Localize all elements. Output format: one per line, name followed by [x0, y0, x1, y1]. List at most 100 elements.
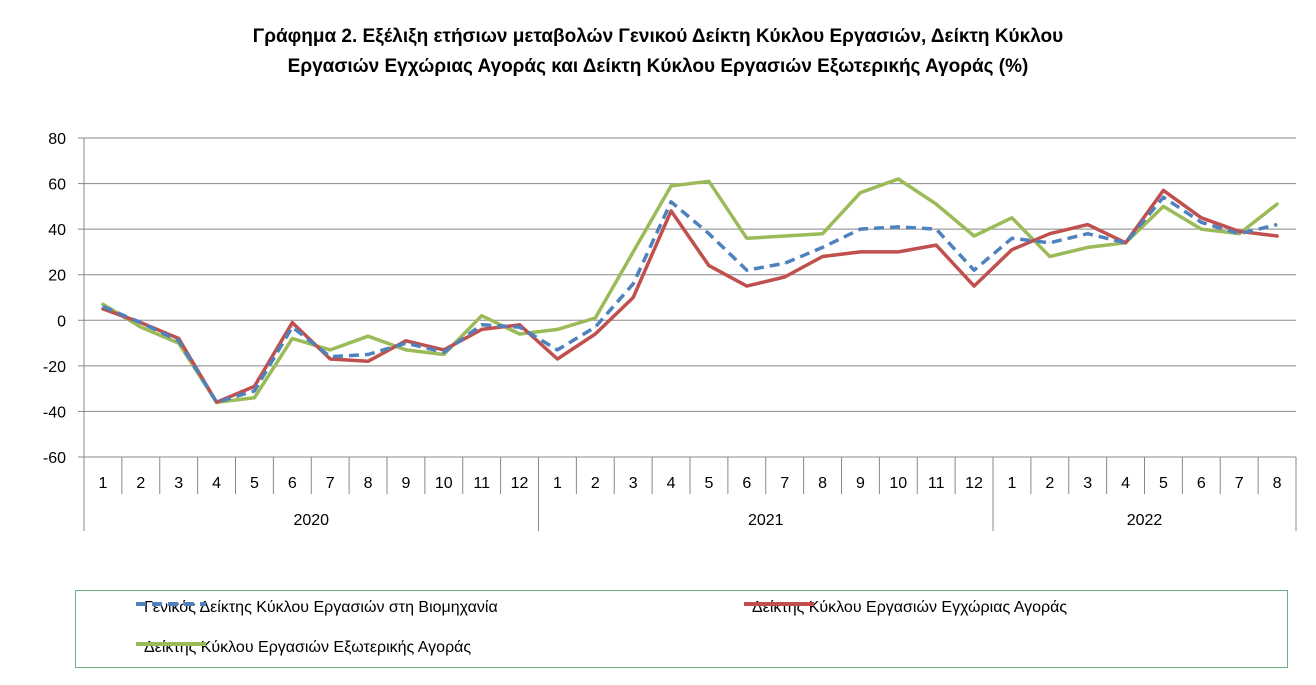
x-tick-label: 8 — [818, 475, 827, 492]
series-line-2 — [101, 177, 1279, 405]
data-point-s2 — [935, 203, 937, 205]
x-tick-label: 8 — [364, 475, 373, 492]
chart-title-line-2: Εργασιών Εγχώριας Αγοράς και Δείκτη Κύκλ… — [287, 56, 1029, 77]
x-tick-label: 9 — [856, 475, 865, 492]
y-tick-label: 0 — [57, 313, 66, 330]
x-tick-label: 3 — [629, 475, 638, 492]
data-point-s0 — [1238, 233, 1240, 235]
data-point-s0 — [859, 228, 861, 230]
data-point-s0 — [556, 349, 558, 351]
y-tick-label: -20 — [43, 359, 66, 376]
data-point-s2 — [708, 180, 710, 182]
legend-label-general: Γενικός Δείκτης Κύκλου Εργασιών στη Βιομ… — [144, 599, 498, 616]
data-point-s0 — [1200, 221, 1202, 223]
data-point-s1 — [784, 276, 786, 278]
x-tick-label: 5 — [704, 475, 713, 492]
data-point-s2 — [481, 315, 483, 317]
x-tick-label: 1 — [98, 475, 107, 492]
data-point-s0 — [367, 353, 369, 355]
data-point-s2 — [1276, 203, 1278, 205]
data-point-s2 — [253, 397, 255, 399]
data-point-s2 — [556, 328, 558, 330]
legend-item-general: Γενικός Δείκτης Κύκλου Εργασιών στη Βιομ… — [136, 599, 498, 617]
data-point-s2 — [1200, 228, 1202, 230]
data-point-s0 — [632, 283, 634, 285]
x-group-label: 2021 — [748, 512, 784, 529]
x-tick-label: 2 — [1045, 475, 1054, 492]
data-point-s1 — [708, 265, 710, 267]
data-point-s1 — [1276, 235, 1278, 237]
data-point-s1 — [897, 251, 899, 253]
data-point-s0 — [1087, 233, 1089, 235]
data-point-s1 — [822, 255, 824, 257]
data-point-s2 — [594, 317, 596, 319]
data-point-s2 — [519, 333, 521, 335]
data-point-s2 — [1162, 205, 1164, 207]
legend-swatch-external — [136, 642, 206, 646]
y-tick-label: -40 — [43, 404, 66, 421]
chart-title-line-1: Γράφημα 2. Εξέλιξη ετήσιων μεταβολών Γεν… — [252, 26, 1064, 47]
data-point-s2 — [291, 338, 293, 340]
x-tick-label: 10 — [889, 475, 907, 492]
data-point-s2 — [329, 349, 331, 351]
x-tick-label: 8 — [1273, 475, 1282, 492]
data-point-s0 — [178, 340, 180, 342]
data-point-s2 — [1011, 217, 1013, 219]
data-point-s0 — [1011, 237, 1013, 239]
x-tick-label: 3 — [174, 475, 183, 492]
data-point-s0 — [519, 326, 521, 328]
x-tick-label: 7 — [1235, 475, 1244, 492]
x-tick-label: 9 — [401, 475, 410, 492]
x-tick-label: 1 — [1007, 475, 1016, 492]
legend-swatch-general — [136, 602, 206, 606]
series-line-1 — [101, 188, 1279, 405]
data-point-s2 — [1087, 246, 1089, 248]
x-tick-label: 2 — [591, 475, 600, 492]
data-point-s0 — [822, 246, 824, 248]
x-group-label: 2022 — [1127, 512, 1163, 529]
data-point-s0 — [329, 356, 331, 358]
data-point-s2 — [443, 353, 445, 355]
y-tick-label: 60 — [48, 177, 66, 194]
data-point-s0 — [935, 228, 937, 230]
x-tick-label: 12 — [965, 475, 983, 492]
y-tick-label: 40 — [48, 222, 66, 239]
data-point-s1 — [670, 210, 672, 212]
data-point-s2 — [405, 349, 407, 351]
data-point-s0 — [102, 306, 104, 308]
x-tick-label: 6 — [288, 475, 297, 492]
x-tick-label: 6 — [1197, 475, 1206, 492]
data-point-s2 — [140, 326, 142, 328]
data-point-s1 — [1200, 217, 1202, 219]
data-point-s0 — [670, 201, 672, 203]
x-tick-label: 10 — [435, 475, 453, 492]
data-point-s1 — [632, 297, 634, 298]
data-point-s2 — [670, 185, 672, 187]
data-point-s0 — [443, 351, 445, 353]
data-point-s1 — [859, 251, 861, 253]
x-tick-label: 1 — [553, 475, 562, 492]
data-point-s1 — [1011, 249, 1013, 251]
data-point-s0 — [594, 326, 596, 328]
data-point-s1 — [1162, 189, 1164, 191]
x-tick-label: 4 — [1121, 475, 1130, 492]
data-point-s1 — [935, 244, 937, 246]
x-tick-label: 11 — [928, 475, 945, 492]
x-tick-label: 5 — [1159, 475, 1168, 492]
data-point-s0 — [1125, 242, 1127, 244]
data-point-s0 — [973, 269, 975, 271]
data-point-s1 — [481, 328, 483, 330]
data-point-s2 — [746, 237, 748, 239]
chart-title: Γράφημα 2. Εξέλιξη ετήσιων μεταβολών Γεν… — [0, 22, 1316, 82]
data-point-s1 — [405, 340, 407, 342]
series-line-0 — [102, 195, 1278, 405]
x-tick-label: 7 — [326, 475, 335, 492]
data-point-s0 — [1276, 224, 1278, 226]
data-point-s2 — [102, 303, 104, 305]
legend-label-domestic: Δείκτης Κύκλου Εργασιών Εγχώριας Αγοράς — [752, 599, 1068, 616]
data-point-s2 — [859, 192, 861, 194]
x-tick-label: 7 — [780, 475, 789, 492]
data-point-s1 — [556, 358, 558, 360]
